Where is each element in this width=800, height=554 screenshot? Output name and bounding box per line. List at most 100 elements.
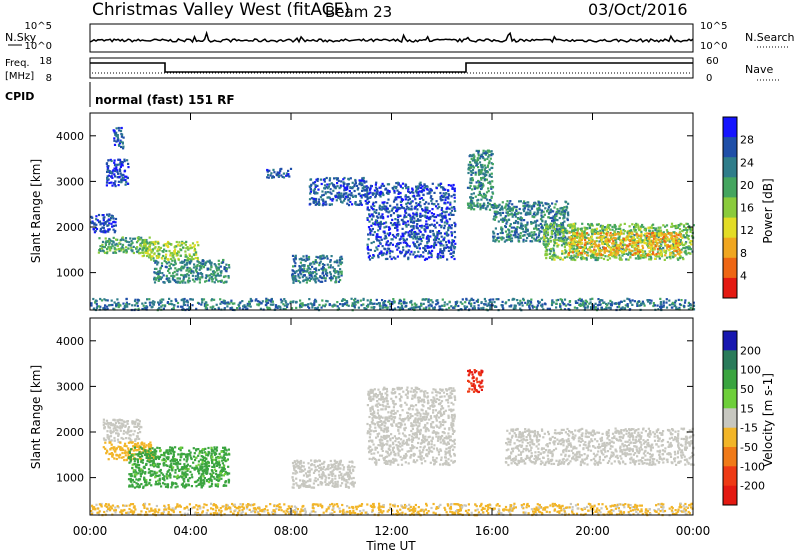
data-cell [217, 280, 220, 283]
data-cell [454, 225, 457, 228]
data-cell [280, 301, 283, 304]
data-cell [287, 169, 290, 172]
data-cell [369, 298, 372, 302]
data-cell [309, 202, 312, 205]
data-cell [593, 256, 596, 259]
data-cell [615, 242, 618, 245]
data-cell [368, 196, 372, 199]
data-cell [385, 237, 388, 240]
data-cell [420, 197, 423, 200]
data-cell [376, 187, 379, 191]
data-cell [609, 231, 612, 235]
data-cell [162, 298, 165, 301]
data-cell [434, 215, 438, 219]
data-cell [508, 305, 511, 308]
data-cell [637, 245, 640, 248]
data-cell [678, 249, 681, 252]
data-cell [478, 182, 481, 186]
data-cell [439, 244, 442, 247]
data-cell [403, 221, 406, 224]
data-cell [421, 209, 424, 212]
data-cell [619, 239, 623, 242]
data-cell [620, 300, 623, 303]
data-cell [132, 245, 135, 248]
data-cell [652, 223, 655, 226]
data-cell [491, 191, 494, 194]
data-cell [397, 196, 400, 199]
data-cell [527, 301, 530, 304]
data-cell [601, 242, 604, 245]
data-cell [578, 303, 581, 306]
data-cell [638, 256, 641, 259]
data-cell [457, 304, 460, 308]
data-cell [108, 213, 111, 216]
data-cell [610, 238, 613, 241]
data-cell [595, 239, 598, 243]
data-cell [623, 243, 626, 246]
data-cell [377, 254, 380, 257]
data-cell [309, 188, 312, 191]
data-cell [482, 306, 485, 309]
data-cell [631, 242, 634, 245]
data-cell [164, 256, 167, 259]
data-cell [312, 260, 315, 264]
data-cell [536, 239, 539, 242]
data-cell [476, 157, 479, 160]
data-cell [165, 262, 169, 265]
data-cell [366, 245, 369, 248]
data-cell [682, 228, 685, 232]
data-cell [622, 228, 625, 232]
data-cell [445, 219, 448, 222]
data-cell [149, 243, 152, 246]
data-cell [677, 242, 680, 245]
data-cell [376, 239, 379, 242]
nsky-label: N.Sky [5, 31, 37, 44]
data-cell [675, 244, 678, 247]
data-cell [436, 255, 439, 259]
data-cell [422, 307, 425, 310]
data-cell [173, 251, 176, 254]
data-cell [546, 231, 550, 234]
data-cell [112, 224, 115, 227]
data-cell [426, 245, 429, 248]
data-cell [182, 266, 185, 269]
data-cell [445, 231, 448, 234]
data-cell [339, 268, 342, 271]
data-cell [591, 253, 594, 256]
data-cell [466, 186, 470, 189]
data-cell [102, 219, 105, 222]
data-cell [360, 304, 363, 307]
data-cell [113, 161, 116, 164]
data-cell [578, 241, 581, 244]
data-cell [496, 236, 500, 239]
data-cell [339, 263, 342, 266]
data-cell [266, 298, 269, 301]
data-cell [469, 161, 472, 164]
data-cell [492, 298, 495, 301]
data-cell [366, 217, 369, 220]
data-cell [542, 204, 545, 207]
data-cell [649, 232, 652, 235]
data-cell [574, 301, 578, 304]
data-cell [159, 299, 162, 302]
data-cell [379, 195, 382, 198]
data-cell [533, 233, 536, 236]
data-cell [636, 234, 639, 237]
data-cell [347, 199, 350, 202]
data-cell [267, 173, 270, 176]
data-cell [346, 183, 349, 186]
data-cell [479, 157, 482, 160]
data-cell [141, 302, 144, 305]
data-cell [309, 273, 312, 276]
data-cell [627, 253, 630, 256]
data-cell [488, 154, 491, 157]
data-cell [583, 230, 586, 233]
data-cell [370, 241, 373, 245]
data-cell [217, 268, 221, 271]
data-cell [437, 301, 440, 304]
data-cell [594, 308, 597, 311]
data-cell [675, 242, 678, 245]
data-cell [497, 220, 500, 223]
data-cell [319, 195, 322, 199]
data-cell [426, 223, 429, 226]
